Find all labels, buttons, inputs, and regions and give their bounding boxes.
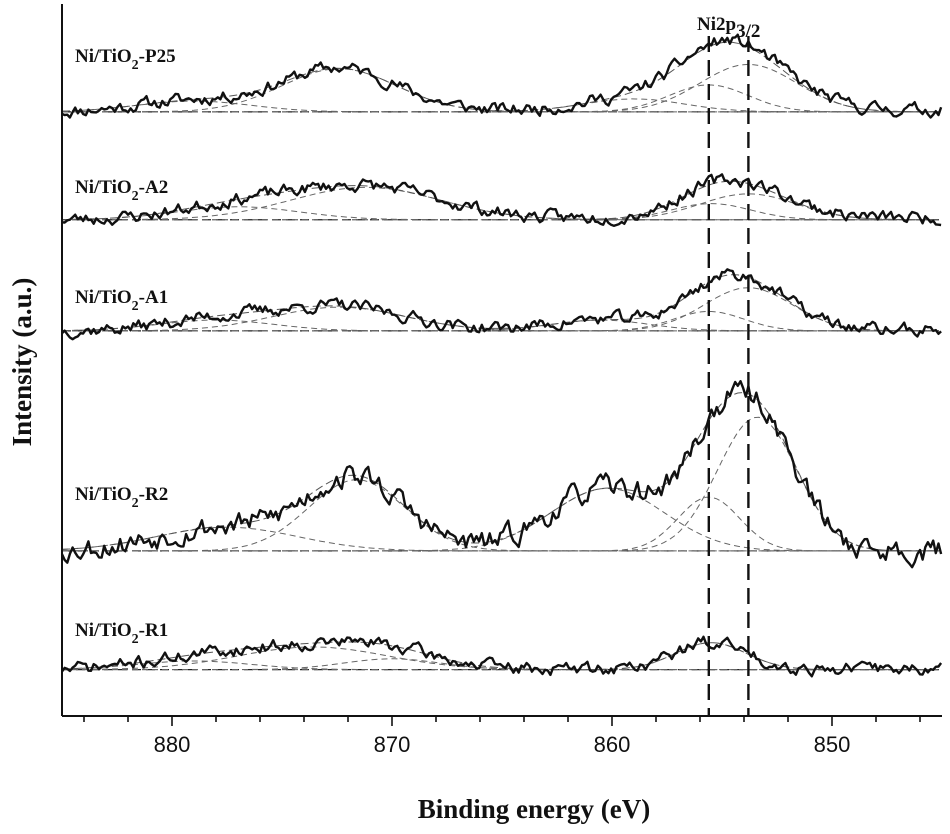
fit-component-4: [62, 496, 939, 552]
series-label: Ni/TiO2-A2: [75, 177, 168, 204]
fit-component-4: [62, 311, 939, 332]
fit-envelope: [61, 41, 939, 113]
fit-envelope: [61, 392, 939, 552]
fit-component-2: [62, 479, 939, 552]
measured-spectrum: [61, 33, 943, 119]
plot-area: [60, 33, 943, 716]
measured-spectrum: [61, 173, 942, 227]
fit-component-3: [62, 487, 939, 552]
series-label: Ni/TiO2-R1: [75, 620, 168, 647]
measured-spectrum: [60, 380, 943, 569]
fit-component-3: [62, 203, 939, 221]
fit-envelope: [61, 641, 939, 671]
fit-component-3: [62, 658, 939, 671]
series-ni-tio2-a2: [61, 173, 942, 227]
peak-label-ni2p: Ni2p3/2: [697, 14, 760, 42]
labels: Ni/TiO2-P25 Ni/TiO2-A2 Ni/TiO2-A1 Ni/TiO2-R…: [75, 14, 760, 647]
fit-component-1: [62, 206, 939, 221]
fit-component-3: [62, 319, 939, 332]
series-label: Ni/TiO2-P25: [75, 46, 176, 73]
fit-component-5: [62, 287, 939, 332]
fit-component-3: [62, 98, 939, 113]
x-tick-label: 850: [814, 732, 851, 757]
series-label: Ni/TiO2-A1: [75, 287, 168, 314]
y-axis-title: Intensity (a.u.): [7, 278, 37, 447]
fit-component-2: [62, 646, 939, 671]
series-ni-tio2-p25: [61, 33, 943, 119]
x-axis-title: Binding energy (eV): [418, 794, 651, 824]
series-ni-tio2-a1: [61, 268, 942, 341]
x-tick-label: 860: [594, 732, 631, 757]
x-tick-label: 880: [154, 732, 191, 757]
series-ni-tio2-r2: [60, 380, 943, 569]
fit-component-5: [62, 63, 939, 113]
series-label: Ni/TiO2-R2: [75, 484, 168, 511]
measured-spectrum: [61, 268, 942, 341]
series-ni-tio2-r1: [61, 635, 943, 678]
x-tick-label: 870: [374, 732, 411, 757]
measured-spectrum: [61, 635, 943, 678]
fit-envelope: [61, 274, 939, 332]
axes: 880 870 860 850 Binding energy (eV) Intensity…: [7, 4, 942, 824]
